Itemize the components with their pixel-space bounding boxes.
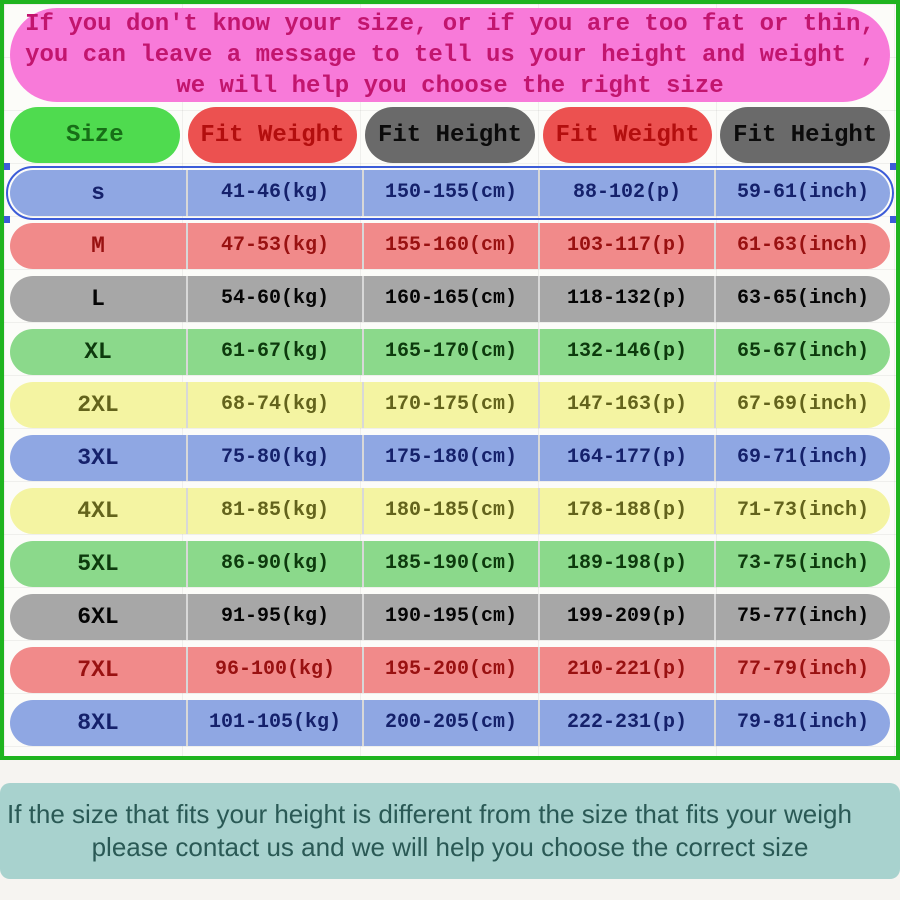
size-cell: XL — [84, 339, 112, 365]
table-row-s: s 41-46(kg) 150-155(cm) 88-102(p) 59-61(… — [4, 163, 896, 223]
header-label: Fit Weight — [200, 121, 345, 149]
fit-height-cm-cell: 175-180(cm) — [362, 435, 538, 481]
fit-weight-kg-cell: 47-53(kg) — [186, 223, 362, 269]
fit-height-cm-cell: 150-155(cm) — [362, 170, 538, 216]
fit-height-inch-cell: 75-77(inch) — [714, 594, 890, 640]
fit-height-inch-cell: 59-61(inch) — [714, 170, 890, 216]
selection-handle-icon — [4, 216, 10, 223]
header-cell-2-fit-weight: Fit Weight — [187, 107, 358, 163]
size-cell: 4XL — [77, 498, 119, 524]
fit-height-inch-cell: 71-73(inch) — [714, 488, 890, 534]
bottom-banner: If the size that fits your height is dif… — [0, 783, 900, 879]
fit-height-inch-cell: 77-79(inch) — [714, 647, 890, 693]
size-chart-panel: If you don't know your size, or if you a… — [0, 0, 900, 760]
table-row-2XL: 2XL 68-74(kg) 170-175(cm) 147-163(p) 67-… — [10, 382, 890, 428]
bottom-banner-line-2: please contact us and we will help you c… — [91, 832, 809, 862]
fit-weight-p-cell: 103-117(p) — [538, 223, 714, 269]
header-cell-1-size: Size — [10, 107, 180, 163]
header-label: Size — [65, 121, 124, 149]
fit-height-inch-cell: 69-71(inch) — [714, 435, 890, 481]
fit-weight-p-cell: 118-132(p) — [538, 276, 714, 322]
fit-weight-kg-cell: 68-74(kg) — [186, 382, 362, 428]
size-cell: 3XL — [77, 445, 119, 471]
table-row-4XL: 4XL 81-85(kg) 180-185(cm) 178-188(p) 71-… — [10, 488, 890, 534]
fit-weight-p-cell: 178-188(p) — [538, 488, 714, 534]
top-banner-line-1: If you don't know your size, or if you a… — [25, 10, 875, 38]
table-row-6XL: 6XL 91-95(kg) 190-195(cm) 199-209(p) 75-… — [10, 594, 890, 640]
table-row-5XL: 5XL 86-90(kg) 185-190(cm) 189-198(p) 73-… — [10, 541, 890, 587]
table-header-row: Size Fit Weight Fit Height Fit Weight Fi… — [10, 107, 890, 163]
selection-handle-icon — [4, 163, 10, 170]
table-row-8XL: 8XL 101-105(kg) 200-205(cm) 222-231(p) 7… — [10, 700, 890, 746]
top-banner: If you don't know your size, or if you a… — [10, 8, 890, 102]
fit-weight-p-cell: 147-163(p) — [538, 382, 714, 428]
table-row-L: L 54-60(kg) 160-165(cm) 118-132(p) 63-65… — [10, 276, 890, 322]
size-cell: 8XL — [77, 710, 119, 736]
rows-container: s 41-46(kg) 150-155(cm) 88-102(p) 59-61(… — [4, 163, 896, 746]
fit-height-inch-cell: 65-67(inch) — [714, 329, 890, 375]
fit-weight-p-cell: 222-231(p) — [538, 700, 714, 746]
fit-height-cm-cell: 180-185(cm) — [362, 488, 538, 534]
table-row-XL: XL 61-67(kg) 165-170(cm) 132-146(p) 65-6… — [10, 329, 890, 375]
fit-height-inch-cell: 73-75(inch) — [714, 541, 890, 587]
fit-weight-p-cell: 164-177(p) — [538, 435, 714, 481]
size-cell: s — [91, 180, 105, 206]
fit-height-cm-cell: 190-195(cm) — [362, 594, 538, 640]
selection-handle-icon — [890, 163, 896, 170]
size-cell: 6XL — [77, 604, 119, 630]
fit-weight-kg-cell: 75-80(kg) — [186, 435, 362, 481]
size-cell: M — [91, 233, 105, 259]
table-row-3XL: 3XL 75-80(kg) 175-180(cm) 164-177(p) 69-… — [10, 435, 890, 481]
top-banner-line-2: you can leave a message to tell us your … — [25, 41, 875, 69]
header-label: Fit Height — [377, 121, 522, 149]
fit-height-inch-cell: 61-63(inch) — [714, 223, 890, 269]
fit-height-cm-cell: 165-170(cm) — [362, 329, 538, 375]
fit-weight-p-cell: 210-221(p) — [538, 647, 714, 693]
fit-weight-kg-cell: 91-95(kg) — [186, 594, 362, 640]
fit-weight-p-cell: 132-146(p) — [538, 329, 714, 375]
header-label: Fit Height — [733, 121, 878, 149]
selection-handle-icon — [890, 216, 896, 223]
fit-height-inch-cell: 79-81(inch) — [714, 700, 890, 746]
fit-weight-kg-cell: 96-100(kg) — [186, 647, 362, 693]
table-row-7XL: 7XL 96-100(kg) 195-200(cm) 210-221(p) 77… — [10, 647, 890, 693]
header-cell-5-fit-height: Fit Height — [720, 107, 890, 163]
size-cell: 7XL — [77, 657, 119, 683]
fit-height-cm-cell: 160-165(cm) — [362, 276, 538, 322]
fit-weight-kg-cell: 86-90(kg) — [186, 541, 362, 587]
size-cell: 2XL — [77, 392, 119, 418]
fit-weight-p-cell: 88-102(p) — [538, 170, 714, 216]
fit-weight-kg-cell: 54-60(kg) — [186, 276, 362, 322]
fit-weight-p-cell: 199-209(p) — [538, 594, 714, 640]
fit-height-inch-cell: 67-69(inch) — [714, 382, 890, 428]
top-banner-line-3: we will help you choose the right size — [176, 72, 724, 100]
header-cell-3-fit-height: Fit Height — [365, 107, 535, 163]
bottom-banner-line-1: If the size that fits your height is dif… — [7, 799, 852, 829]
fit-weight-kg-cell: 41-46(kg) — [186, 170, 362, 216]
fit-height-cm-cell: 170-175(cm) — [362, 382, 538, 428]
header-label: Fit Weight — [555, 121, 700, 149]
table-row-M: M 47-53(kg) 155-160(cm) 103-117(p) 61-63… — [10, 223, 890, 269]
header-cell-4-fit-weight: Fit Weight — [542, 107, 713, 163]
fit-height-cm-cell: 200-205(cm) — [362, 700, 538, 746]
fit-weight-kg-cell: 101-105(kg) — [186, 700, 362, 746]
fit-height-cm-cell: 155-160(cm) — [362, 223, 538, 269]
size-cell: L — [91, 286, 105, 312]
fit-weight-p-cell: 189-198(p) — [538, 541, 714, 587]
fit-height-cm-cell: 195-200(cm) — [362, 647, 538, 693]
fit-height-cm-cell: 185-190(cm) — [362, 541, 538, 587]
size-cell: 5XL — [77, 551, 119, 577]
fit-weight-kg-cell: 61-67(kg) — [186, 329, 362, 375]
fit-height-inch-cell: 63-65(inch) — [714, 276, 890, 322]
fit-weight-kg-cell: 81-85(kg) — [186, 488, 362, 534]
